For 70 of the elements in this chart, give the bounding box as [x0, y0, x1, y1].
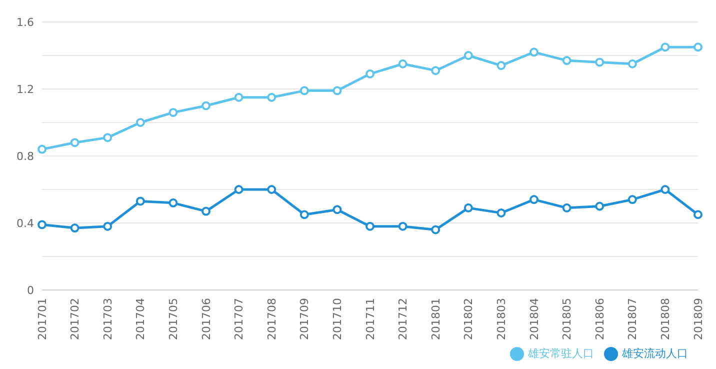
point — [496, 61, 506, 70]
x-tick-label: 201705 — [167, 298, 180, 340]
x-tick-label: 201707 — [232, 298, 246, 340]
x-tick-label: 201712 — [396, 298, 410, 340]
x-tick-label: 201706 — [200, 298, 213, 340]
y-tick-label: 0 — [27, 284, 34, 297]
point — [300, 210, 309, 220]
point — [70, 224, 80, 233]
point — [595, 58, 604, 67]
point — [660, 42, 670, 52]
point — [464, 51, 473, 60]
x-tick-label: 201702 — [68, 298, 82, 340]
x-tick-label: 201801 — [429, 298, 442, 340]
point — [530, 195, 538, 204]
x-tick-label: 201710 — [331, 298, 344, 340]
x-tick-label: 201809 — [692, 298, 705, 340]
point — [694, 42, 702, 52]
x-tick-label: 201711 — [364, 298, 377, 340]
point — [332, 205, 342, 214]
x-tick-label: 201802 — [462, 298, 476, 340]
x-tick-label: 201806 — [593, 298, 606, 340]
point — [595, 202, 604, 211]
point — [267, 92, 276, 102]
point — [464, 203, 473, 212]
x-tick-label: 201808 — [659, 298, 672, 340]
point — [628, 195, 637, 204]
point — [366, 69, 374, 78]
legend-label: 雄安流动人口 — [622, 347, 688, 360]
x-tick-label: 201807 — [626, 298, 640, 340]
point — [136, 118, 145, 127]
point — [202, 206, 210, 216]
point — [366, 222, 374, 231]
point — [234, 185, 244, 194]
x-tick-label: 201805 — [560, 298, 574, 340]
point — [496, 208, 506, 218]
point — [70, 138, 80, 148]
point — [168, 198, 178, 208]
point — [267, 185, 276, 194]
point — [562, 56, 572, 66]
x-tick-label: 201704 — [134, 298, 148, 340]
y-tick-label: 0.4 — [16, 216, 34, 230]
x-tick-label: 201703 — [101, 298, 114, 340]
point — [694, 210, 702, 220]
point — [332, 86, 342, 96]
point — [234, 92, 244, 102]
point — [431, 66, 440, 76]
point — [202, 101, 210, 110]
x-tick-label: 201708 — [265, 298, 278, 340]
point — [38, 220, 46, 230]
point — [562, 203, 572, 212]
x-tick-label: 201701 — [36, 298, 49, 340]
x-tick-label: 201803 — [495, 298, 508, 340]
point — [103, 133, 112, 142]
point — [431, 225, 440, 234]
point — [300, 86, 309, 96]
x-tick-label: 201804 — [528, 298, 541, 340]
y-tick-label: 0.8 — [16, 150, 34, 163]
point — [38, 144, 46, 154]
y-tick-label: 1.6 — [16, 16, 34, 29]
x-tick-label: 201709 — [298, 298, 312, 340]
point — [136, 196, 145, 206]
legend-label: 雄安常驻人口 — [528, 347, 594, 360]
point — [628, 59, 637, 68]
point — [398, 222, 408, 231]
point — [168, 108, 178, 117]
y-tick-label: 1.2 — [16, 82, 34, 96]
point — [398, 59, 408, 68]
point — [103, 222, 112, 231]
point — [660, 185, 670, 194]
point — [530, 48, 538, 57]
